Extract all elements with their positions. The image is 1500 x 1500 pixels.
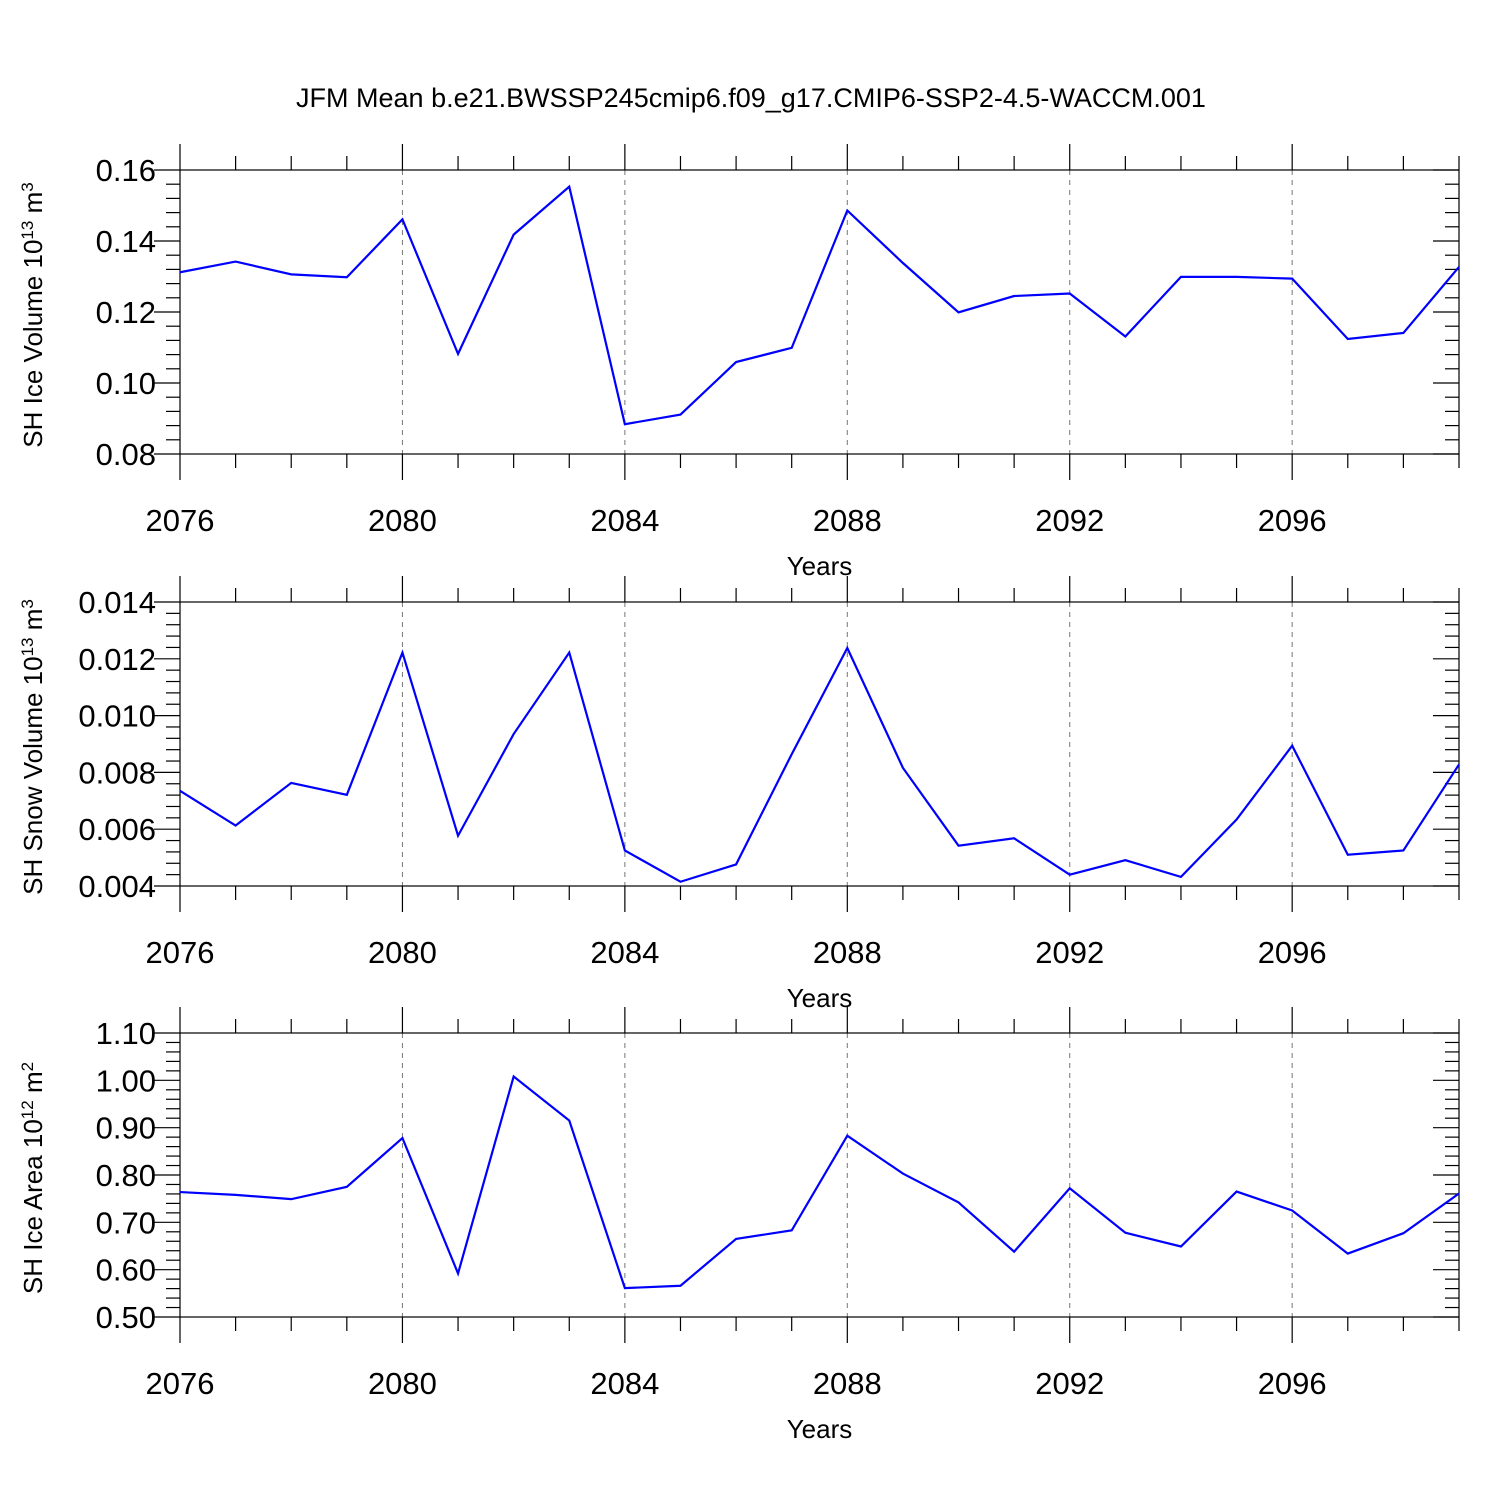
y-tick-label: 0.08 [96, 437, 156, 472]
y-axis-label-superscript: 3 [18, 599, 37, 608]
y-tick-label: 0.50 [96, 1300, 156, 1335]
y-axis-label: SH Ice Volume 1013 m3 [18, 182, 49, 447]
figure-title: JFM Mean b.e21.BWSSP245cmip6.f09_g17.CMI… [296, 83, 1206, 113]
y-tick-label: 0.16 [96, 153, 156, 188]
y-tick-label: 0.012 [78, 642, 156, 677]
y-tick-label: 0.14 [96, 224, 156, 259]
panel-1: 0.08 0.10 0.12 0.14 0.16 2076 2080 2084 2088 2092… [18, 144, 1460, 581]
y-axis-label-superscript: 13 [18, 637, 37, 656]
y-tick-label: 0.70 [96, 1205, 156, 1240]
y-tick-label: 0.008 [78, 755, 156, 790]
y-axis-label-superscript: 12 [18, 1100, 37, 1119]
y-axis-label-text: SH Snow Volume 10 [18, 656, 48, 894]
y-axis-label: SH Ice Area 1012 m2 [18, 1062, 49, 1294]
y-axis-label-text: m [18, 609, 48, 638]
x-tick-label: 2076 [146, 503, 215, 538]
x-tick-label: 2080 [368, 503, 437, 538]
x-tick-label: 2092 [1035, 935, 1104, 970]
y-tick-label: 0.60 [96, 1253, 156, 1288]
x-tick-label: 2096 [1258, 935, 1327, 970]
x-tick-label: 2092 [1035, 503, 1104, 538]
y-tick-label: 1.10 [96, 1016, 156, 1051]
x-tick-label: 2084 [590, 935, 659, 970]
y-tick-label: 0.10 [96, 366, 156, 401]
x-tick-label: 2096 [1258, 1366, 1327, 1401]
x-axis-label: Years [787, 983, 853, 1013]
series-line [179, 184, 1460, 426]
x-tick-label: 2088 [813, 935, 882, 970]
x-tick-label: 2084 [590, 1366, 659, 1401]
x-tick-label: 2088 [813, 503, 882, 538]
x-tick-label: 2088 [813, 1366, 882, 1401]
x-tick-label: 2076 [146, 935, 215, 970]
x-axis-label: Years [787, 551, 853, 581]
y-axis-label-text: SH Ice Area 10 [18, 1119, 48, 1294]
panel-2: 0.004 0.006 0.008 0.010 0.012 0.014 2076 2080 20… [18, 576, 1460, 1013]
y-axis-label-superscript: 2 [18, 1062, 37, 1071]
y-axis-label-superscript: 3 [18, 182, 37, 191]
y-tick-label: 1.00 [96, 1063, 156, 1098]
x-tick-label: 2080 [368, 1366, 437, 1401]
x-tick-label: 2092 [1035, 1366, 1104, 1401]
y-tick-label: 0.006 [78, 812, 156, 847]
plot-frame [179, 601, 1460, 887]
x-tick-label: 2084 [590, 503, 659, 538]
series-line [179, 1074, 1460, 1290]
y-tick-label: 0.12 [96, 295, 156, 330]
plot-frame [179, 1032, 1460, 1318]
y-axis-label-superscript: 13 [18, 221, 37, 240]
panels: 0.08 0.10 0.12 0.14 0.16 2076 2080 2084 2088 2092… [18, 144, 1460, 1444]
x-tick-label: 2080 [368, 935, 437, 970]
y-tick-label: 0.004 [78, 869, 156, 904]
x-tick-label: 2096 [1258, 503, 1327, 538]
y-axis-label-text: m [18, 192, 48, 221]
x-tick-label: 2076 [146, 1366, 215, 1401]
x-axis-label: Years [787, 1414, 853, 1444]
y-axis-label-text: m [18, 1071, 48, 1100]
series-line [179, 645, 1460, 883]
y-axis-label: SH Snow Volume 1013 m3 [18, 599, 49, 895]
y-tick-label: 0.90 [96, 1111, 156, 1146]
y-tick-label: 0.80 [96, 1158, 156, 1193]
panel-3: 0.50 0.60 0.70 0.80 0.90 1.00 1.10 2076 2080 2084… [18, 1007, 1460, 1444]
y-axis-label-text: SH Ice Volume 10 [18, 240, 48, 448]
y-tick-label: 0.010 [78, 699, 156, 734]
y-tick-label: 0.014 [78, 585, 156, 620]
plot-frame [179, 169, 1460, 455]
